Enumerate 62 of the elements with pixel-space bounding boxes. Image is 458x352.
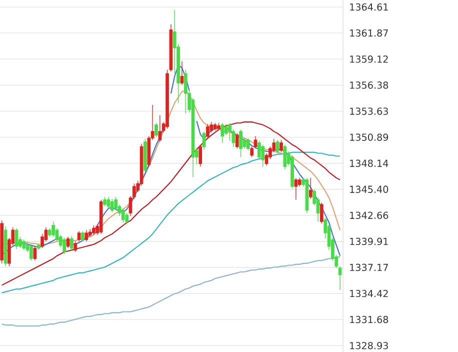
candlestick [22, 239, 26, 250]
y-tick-label: 1350.89 [350, 134, 388, 141]
y-tick-label: 1339.91 [350, 238, 388, 246]
candlestick [77, 230, 81, 242]
candlestick [14, 228, 18, 250]
candlestick [81, 230, 84, 242]
candlestick [169, 24, 173, 72]
candlestick [66, 236, 70, 248]
y-tick-label: 1364.61 [350, 3, 388, 11]
y-tick-label: 1331.68 [350, 316, 388, 324]
candlestick [213, 122, 217, 131]
candlestick [206, 124, 210, 138]
candlestick [99, 199, 103, 234]
y-tick-label: 1353.63 [350, 108, 388, 115]
y-tick-label: 1356.38 [350, 81, 388, 89]
y-tick-label: 1337.17 [350, 264, 388, 272]
candlestick [52, 221, 55, 238]
candlestick [4, 226, 8, 267]
candlestick [276, 140, 280, 154]
candlestick [184, 69, 188, 114]
candlestick [198, 144, 202, 167]
candlestick [36, 243, 40, 250]
candlestick [305, 178, 309, 214]
candlestick [220, 122, 224, 144]
candlestick [84, 230, 88, 242]
y-tick-label: 1345.40 [350, 186, 388, 193]
y-tick-label: 1359.12 [350, 55, 388, 63]
candlestick [0, 220, 4, 264]
candlestick [280, 140, 283, 153]
candlestick [62, 237, 66, 254]
candlestick [33, 246, 37, 261]
candlestick [202, 131, 206, 150]
candlestick [92, 225, 96, 236]
candlestick [308, 178, 312, 200]
y-tick-label: 1334.42 [350, 290, 388, 298]
candlestick [30, 244, 33, 261]
candlestick [144, 138, 147, 173]
candlestick [110, 198, 114, 212]
candlestick [294, 178, 298, 200]
candlestick [320, 202, 324, 224]
candlestick [158, 114, 162, 142]
candlestick [166, 69, 169, 129]
candlestick [103, 196, 106, 207]
candlestick [154, 122, 158, 138]
candlestick [261, 144, 265, 167]
candlestick [122, 208, 125, 223]
candlestick [235, 133, 239, 149]
candlestick [290, 154, 294, 189]
candlestick [106, 196, 110, 209]
candlestick [217, 122, 220, 131]
candlestick [246, 138, 250, 151]
y-tick-label: 1328.93 [350, 342, 388, 350]
candlestick [180, 60, 184, 86]
candlestick [125, 212, 128, 225]
candlestick [88, 228, 92, 238]
candlestick [70, 235, 74, 250]
candlestick [283, 144, 287, 170]
candlestick [239, 129, 242, 158]
y-tick-label: 1348.14 [350, 160, 388, 167]
candlestick [74, 241, 78, 252]
y-tick-label: 1342.66 [350, 212, 388, 219]
y-tick-label: 1361.87 [350, 29, 388, 37]
